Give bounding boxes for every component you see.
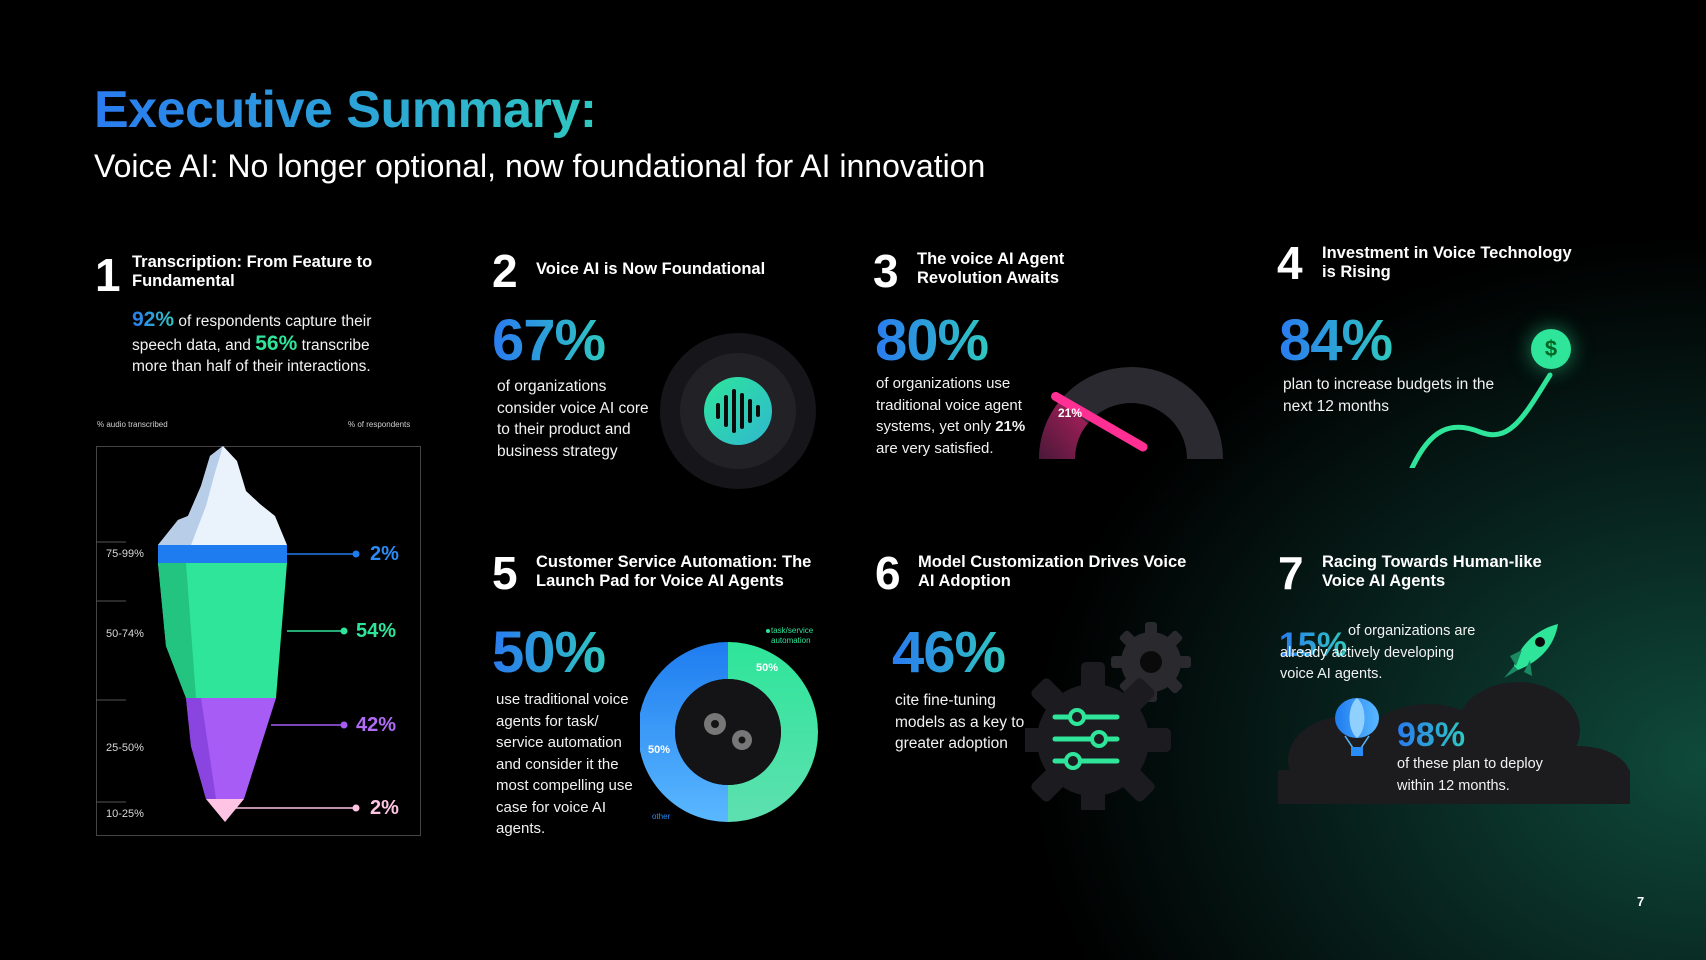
dollar-icon-label: $ xyxy=(1544,336,1558,361)
section-6-heading: Model Customization Drives Voice AI Adop… xyxy=(918,553,1187,590)
chart1-label-1: 2% xyxy=(370,543,399,565)
donut-slice-1 xyxy=(728,642,818,822)
section-7-text-2: of these plan to deploy within 12 months… xyxy=(1397,756,1543,794)
section-3-text-after: are very satisfied. xyxy=(876,439,994,457)
donut-legend-2: other xyxy=(652,812,671,821)
section-2-stat: 67% xyxy=(492,308,606,373)
chart1-tick-1: 75-99% xyxy=(106,548,144,560)
section-7-stat-2: 98% xyxy=(1397,716,1466,754)
section-1-number: 1 xyxy=(95,249,121,301)
rocket-icon xyxy=(1504,624,1558,678)
section-2-heading: Voice AI is Now Foundational xyxy=(536,260,766,278)
section-1-text-2: transcribe more than half of their inter… xyxy=(132,336,371,376)
section-5-number: 5 xyxy=(492,547,518,599)
growth-curve-icon xyxy=(1409,372,1553,468)
section-5-stat: 50% xyxy=(492,620,606,685)
section-1-stat-1: 92% xyxy=(132,308,175,331)
section-3-highlight: 21% xyxy=(995,418,1026,435)
task-automation-donut xyxy=(640,629,818,822)
section-6-stat: 46% xyxy=(892,620,1006,685)
gear-sliders-icon xyxy=(1025,622,1191,810)
chart1-label-2: 54% xyxy=(356,620,397,642)
section-1-text-1: of respondents capture their speech data… xyxy=(132,313,372,354)
page-title: Executive Summary: xyxy=(94,81,597,139)
satisfaction-gauge xyxy=(1039,367,1223,459)
section-6-text: cite fine-tuning models as a key to grea… xyxy=(895,692,1025,752)
iceberg-layer-75-99 xyxy=(158,545,287,563)
iceberg-layer-10-25 xyxy=(206,799,244,822)
gauge-value-label: 21% xyxy=(1058,406,1083,420)
sound-wave-icon xyxy=(660,333,816,489)
section-4-stat: 84% xyxy=(1279,308,1393,373)
chart1-xlabel: % audio transcribed xyxy=(97,420,168,429)
chart1-tick-2: 50-74% xyxy=(106,628,144,640)
section-7-stat-1: 15% xyxy=(1279,626,1348,664)
section-3-stat: 80% xyxy=(875,308,989,373)
chart1-label-3: 42% xyxy=(356,714,397,736)
section-7-heading: Racing Towards Human-like Voice AI Agent… xyxy=(1322,553,1542,590)
page-subtitle: Voice AI: No longer optional, now founda… xyxy=(94,148,986,184)
section-1-text: 92% of respondents capture their speech … xyxy=(132,309,402,378)
dollar-icon: $ xyxy=(1531,329,1571,369)
section-3-heading: The voice AI Agent Revolution Awaits xyxy=(917,250,1065,287)
chart1-tick-3: 25-50% xyxy=(106,742,144,754)
chart1-tick-4: 10-25% xyxy=(106,808,144,820)
gauge-fill xyxy=(1039,400,1088,459)
section-3-number: 3 xyxy=(873,245,899,297)
section-2-number: 2 xyxy=(492,245,518,297)
donut-value-label-1: 50% xyxy=(756,662,779,674)
section-1-stat-2: 56% xyxy=(255,331,298,355)
page-number: 7 xyxy=(1637,894,1645,909)
section-6-number: 6 xyxy=(875,547,901,599)
section-4-text: plan to increase budgets in the next 12 … xyxy=(1283,376,1495,415)
donut-legend-1: task/service automation xyxy=(771,626,814,645)
balloon-icon xyxy=(1335,698,1379,756)
section-3-text: of organizations use traditional voice a… xyxy=(876,373,1046,459)
section-7-text-1: of organizations are already actively de… xyxy=(1280,623,1476,682)
section-5-text: use traditional voice agents for task/ s… xyxy=(496,691,633,837)
section-4-number: 4 xyxy=(1277,237,1303,289)
section-1-heading: Transcription: From Feature to Fundament… xyxy=(132,253,373,290)
chart1-ylabel: % of respondents xyxy=(348,420,411,429)
gauge-needle xyxy=(1051,391,1148,452)
iceberg-chart xyxy=(96,446,360,822)
section-7-number: 7 xyxy=(1278,547,1304,599)
section-5-heading: Customer Service Automation: The Launch … xyxy=(536,553,812,590)
chart1-label-4: 2% xyxy=(370,797,399,819)
section-4-heading: Investment in Voice Technology is Rising xyxy=(1322,244,1572,281)
section-2-text: of organizations consider voice AI core … xyxy=(497,378,649,460)
cloud-background xyxy=(1278,682,1630,804)
donut-slice-2 xyxy=(640,642,728,822)
donut-value-label-2: 50% xyxy=(648,744,671,756)
iceberg-chart-frame xyxy=(96,446,421,836)
section-3-text-before: of organizations use traditional voice a… xyxy=(876,375,1022,435)
